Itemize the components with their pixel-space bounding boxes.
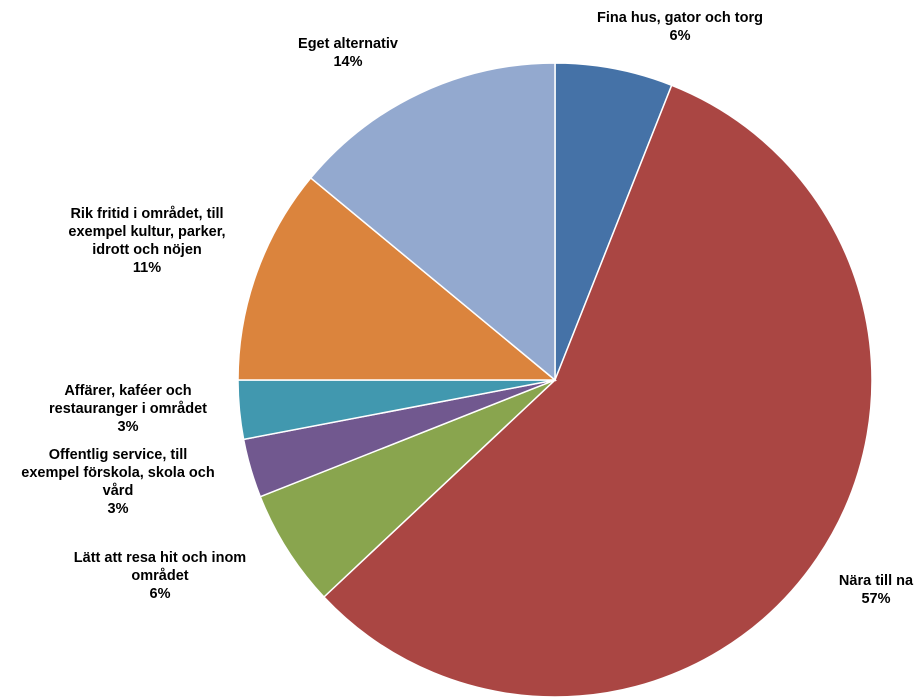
slice-label-line: idrott och nöjen (92, 242, 202, 258)
slice-percent: 6% (670, 28, 691, 44)
slice-label-line: Eget alternativ (298, 36, 398, 52)
pie-slices (238, 63, 872, 697)
slice-label: Lätt att resa hit och inom området 6% (74, 550, 246, 602)
slice-label: Fina hus, gator och torg 6% (597, 10, 763, 44)
slice-label-line: Rik fritid i området, till (70, 206, 223, 222)
slice-label-line: Lätt att resa hit och inom (74, 550, 246, 566)
slice-label: Nära till na 57% (839, 573, 914, 607)
slice-label-line: restauranger i området (49, 401, 207, 417)
slice-percent: 6% (150, 586, 171, 602)
slice-label-line: Offentlig service, till (49, 447, 188, 463)
slice-percent: 11% (133, 260, 161, 276)
slice-label-line: Nära till na (839, 573, 914, 589)
slice-percent: 3% (108, 501, 129, 517)
slice-label-line: Fina hus, gator och torg (597, 10, 763, 26)
slice-label-line: exempel kultur, parker, (68, 224, 225, 240)
slice-label: Offentlig service, till exempel förskola,… (21, 447, 214, 517)
slice-label-line: exempel förskola, skola och (21, 465, 214, 481)
slice-percent: 57% (861, 591, 890, 607)
slice-label: Affärer, kaféer och restauranger i område… (49, 383, 207, 435)
slice-label-line: Affärer, kaféer och (64, 383, 191, 399)
slice-label-line: området (131, 568, 188, 584)
slice-percent: 3% (118, 419, 139, 435)
slice-label: Eget alternativ 14% (298, 36, 398, 70)
slice-label: Rik fritid i området, till exempel kultur… (68, 206, 225, 276)
slice-label-line: vård (103, 483, 134, 499)
slice-percent: 14% (333, 54, 362, 70)
